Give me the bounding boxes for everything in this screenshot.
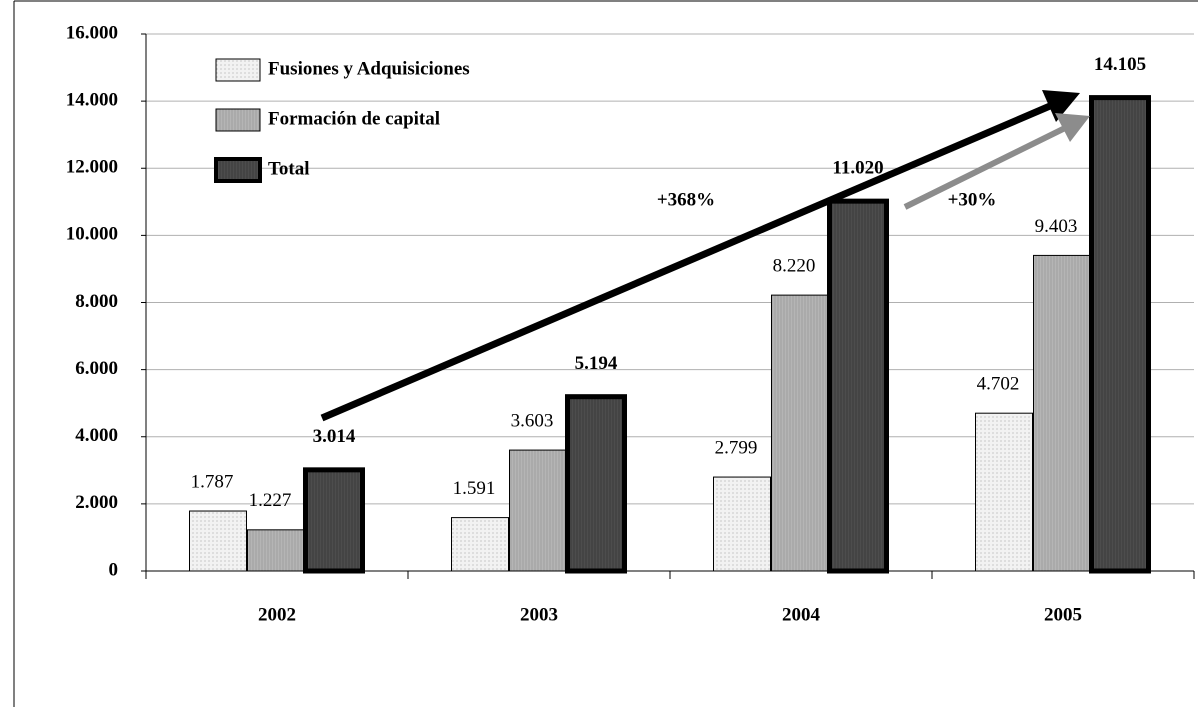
y-tick-label: 14.000 xyxy=(66,89,118,110)
legend-swatch xyxy=(214,157,262,183)
x-tick-label: 2002 xyxy=(258,604,296,625)
bar xyxy=(1033,254,1091,572)
x-tick-label: 2004 xyxy=(782,604,821,625)
value-label: 4.702 xyxy=(977,374,1020,395)
legend-swatch xyxy=(215,108,261,132)
bar xyxy=(247,529,305,572)
bar xyxy=(509,449,567,572)
annotation: +30% xyxy=(948,189,997,210)
arrow-head xyxy=(1055,113,1090,142)
bar xyxy=(451,517,509,572)
y-tick-label: 0 xyxy=(109,559,119,580)
value-label: 2.799 xyxy=(715,437,758,458)
y-tick-label: 6.000 xyxy=(75,358,118,379)
value-label: 14.105 xyxy=(1094,54,1146,75)
x-tick-label: 2005 xyxy=(1044,604,1082,625)
value-label: 3.603 xyxy=(511,410,554,431)
x-tick-label: 2003 xyxy=(520,604,558,625)
legend-label: Total xyxy=(268,158,310,179)
legend-label: Formación de capital xyxy=(268,108,440,129)
bar xyxy=(565,394,627,574)
bar xyxy=(189,510,247,572)
y-tick-label: 16.000 xyxy=(66,22,118,43)
value-label: 11.020 xyxy=(832,158,883,179)
y-tick-label: 2.000 xyxy=(75,492,118,513)
bar xyxy=(975,412,1033,572)
y-tick-label: 10.000 xyxy=(66,224,118,245)
arrow xyxy=(320,102,1052,422)
bar xyxy=(827,198,889,574)
arrow xyxy=(903,125,1067,210)
y-tick-label: 4.000 xyxy=(75,425,118,446)
y-tick-label: 8.000 xyxy=(75,291,118,312)
arrow-head xyxy=(1042,90,1080,122)
value-label: 9.403 xyxy=(1035,216,1078,237)
value-label: 3.014 xyxy=(313,426,356,447)
bar xyxy=(771,294,829,572)
bar xyxy=(303,467,365,574)
value-label: 1.591 xyxy=(453,478,496,499)
annotation: +368% xyxy=(657,189,715,210)
legend-label: Fusiones y Adquisiciones xyxy=(268,58,470,79)
bar xyxy=(1089,95,1151,574)
y-tick-label: 12.000 xyxy=(66,157,118,178)
legend-swatch xyxy=(215,58,261,82)
bar xyxy=(713,476,771,572)
value-label: 1.227 xyxy=(249,490,292,511)
value-label: 8.220 xyxy=(773,255,816,276)
value-label: 5.194 xyxy=(575,353,618,374)
value-label: 1.787 xyxy=(191,471,234,492)
